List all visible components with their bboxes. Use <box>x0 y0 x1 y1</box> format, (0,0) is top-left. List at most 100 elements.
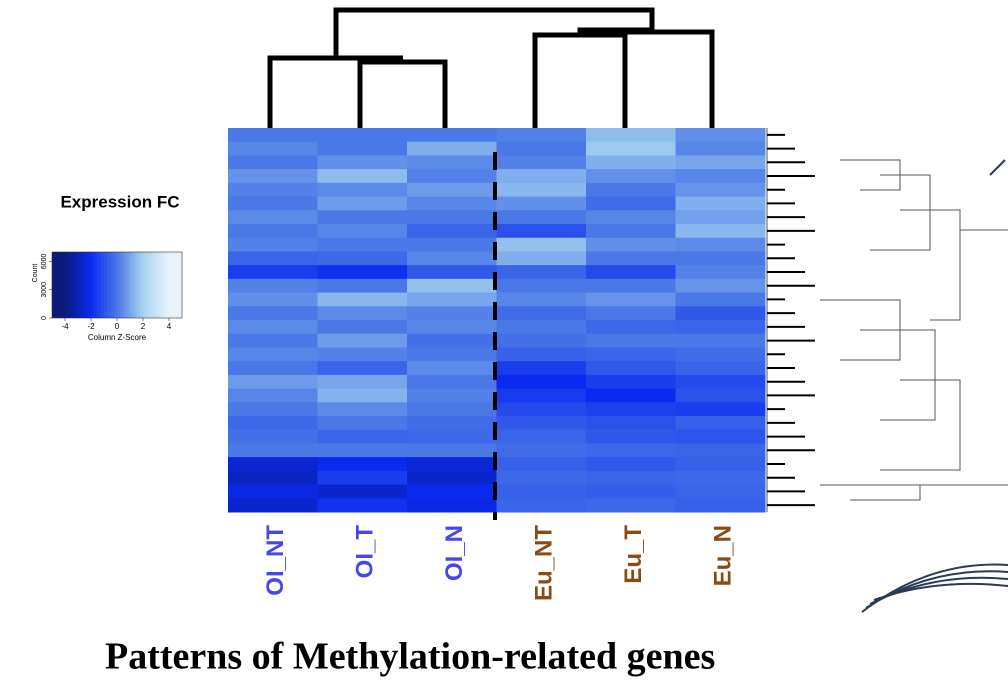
color-key-band <box>52 252 56 318</box>
heatmap-cell <box>228 388 318 403</box>
heatmap-cell <box>317 155 408 170</box>
heatmap-cell <box>496 196 587 211</box>
heatmap-cell <box>317 498 408 513</box>
heatmap-cell <box>675 457 766 472</box>
color-key-tick-label: 4 <box>167 322 172 331</box>
heatmap-cell <box>496 457 587 472</box>
column-label: Eu_NT <box>531 525 558 601</box>
color-key: -4 -2 0 2 4 0 3000 6000 Column Z-Score Count <box>32 251 183 342</box>
color-key-band <box>175 252 180 318</box>
heatmap-cell <box>407 333 497 348</box>
heatmap-cell <box>586 416 676 431</box>
heatmap-cell <box>317 265 408 280</box>
heatmap-cell <box>586 169 676 184</box>
color-key-band <box>81 252 85 318</box>
heatmap-cell <box>586 196 676 211</box>
heatmap-cell <box>675 224 766 239</box>
heatmap-cell <box>228 306 318 321</box>
color-key-band <box>162 252 167 318</box>
color-key-band <box>84 252 89 318</box>
color-key-band <box>78 252 82 318</box>
heatmap-cell <box>407 155 497 170</box>
heatmap-cell <box>228 224 318 239</box>
heatmap-cell <box>228 402 318 417</box>
color-key-band <box>104 252 108 318</box>
heatmap-cell <box>675 333 766 348</box>
legend-title: Expression FC <box>60 192 179 211</box>
heatmap-cell <box>407 210 497 225</box>
heatmap-cell <box>228 498 318 513</box>
heatmap-cell <box>586 484 676 499</box>
heatmap-cell <box>675 265 766 280</box>
column-label: OI_T <box>352 525 379 579</box>
color-key-band <box>58 252 63 318</box>
decoration <box>861 159 1008 613</box>
heatmap-cell <box>675 429 766 444</box>
color-key-band <box>65 252 69 318</box>
heatmap-cell <box>675 155 766 170</box>
heatmap-cell <box>228 429 318 444</box>
heatmap-cell <box>228 320 318 335</box>
heatmap-cell <box>407 361 497 376</box>
heatmap-cell <box>317 470 408 486</box>
heatmap-cell <box>228 237 318 252</box>
heatmap-cell <box>586 320 676 335</box>
heatmap-cell <box>586 128 676 143</box>
heatmap-cell <box>317 182 408 198</box>
heatmap-cell <box>586 429 676 444</box>
heatmap-cell <box>586 347 676 362</box>
heatmap-cell <box>407 320 497 335</box>
color-key-band <box>71 252 76 318</box>
row-dendrogram <box>766 128 1008 512</box>
heatmap-cell <box>675 141 766 156</box>
heatmap-cell <box>407 470 497 486</box>
heatmap-cell <box>675 237 766 252</box>
heatmap-cell <box>407 265 497 280</box>
heatmap-cell <box>586 443 676 458</box>
heatmap-cell <box>496 141 587 156</box>
heatmap-cell <box>675 443 766 458</box>
color-key-band <box>120 252 124 318</box>
heatmap-cell <box>317 210 408 225</box>
color-key-band <box>169 252 173 318</box>
heatmap-cell <box>496 224 587 239</box>
heatmap-cell <box>317 196 408 211</box>
heatmap-cell <box>586 470 676 486</box>
heatmap-cell <box>496 128 587 143</box>
color-key-band <box>61 252 66 318</box>
heatmap-cell <box>407 498 497 513</box>
heatmap-cell <box>496 402 587 417</box>
heatmap-cell <box>586 210 676 225</box>
heatmap-cell <box>228 292 318 307</box>
heatmap-cell <box>317 347 408 362</box>
heatmap-cell <box>496 169 587 184</box>
row-dendrogram-leaves <box>767 133 815 507</box>
heatmap-cell <box>317 169 408 184</box>
color-key-band <box>159 252 163 318</box>
heatmap-cell <box>407 443 497 458</box>
heatmap-cell <box>407 347 497 362</box>
heatmap-cell <box>228 210 318 225</box>
heatmap-cell <box>317 374 408 390</box>
heatmap-cell <box>407 416 497 431</box>
heatmap-cell <box>675 306 766 321</box>
heatmap-cell <box>586 374 676 390</box>
heatmap-cell <box>675 484 766 499</box>
heatmap-cell <box>228 333 318 348</box>
heatmap-cell <box>496 347 587 362</box>
color-key-band <box>68 252 72 318</box>
heatmap-cell <box>496 498 587 513</box>
heatmap-cell <box>317 278 408 294</box>
heatmap-cell <box>496 361 587 376</box>
heatmap-cell <box>317 416 408 431</box>
column-dendrogram <box>267 7 715 128</box>
color-key-band <box>126 252 131 318</box>
heatmap-cell <box>496 306 587 321</box>
heatmap-cell <box>407 292 497 307</box>
heatmap-cell <box>317 361 408 376</box>
heatmap-cell <box>586 251 676 266</box>
heatmap-cell <box>675 169 766 184</box>
heatmap-cell <box>228 361 318 376</box>
color-key-tick-label: 3000 <box>41 282 48 298</box>
color-key-band <box>133 252 137 318</box>
